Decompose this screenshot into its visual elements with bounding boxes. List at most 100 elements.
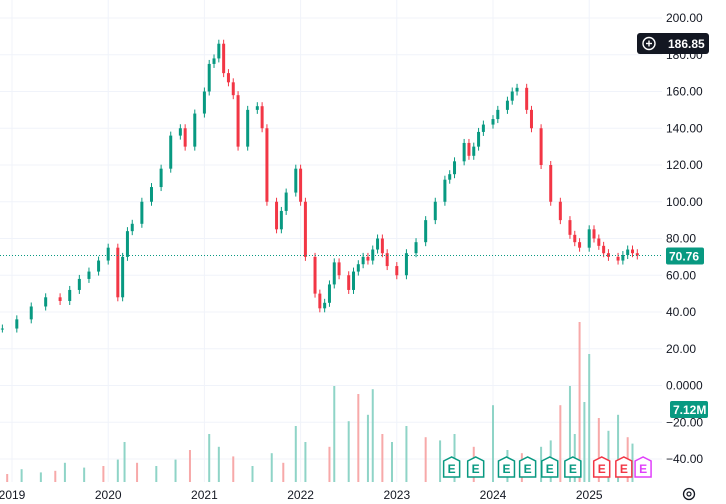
- candle-body: [323, 302, 327, 309]
- earnings-marker-label: E: [448, 462, 456, 476]
- candle-body: [448, 174, 452, 180]
- earnings-marker[interactable]: E: [592, 456, 611, 478]
- time-tick-label: 2025: [576, 488, 603, 502]
- price-tick-label: 160.00: [666, 85, 703, 99]
- grid: [0, 0, 662, 482]
- volume-bar: [559, 405, 562, 482]
- candle-body: [467, 142, 471, 156]
- candle-body: [443, 179, 447, 202]
- candle-body: [217, 43, 221, 59]
- earnings-marker[interactable]: E: [634, 456, 652, 478]
- volume-bar: [294, 426, 297, 482]
- earnings-marker[interactable]: E: [564, 456, 582, 478]
- volume-bar: [102, 466, 105, 482]
- volume-badge-bg: [670, 401, 708, 418]
- candle-body: [578, 242, 582, 248]
- earnings-marker-label: E: [546, 462, 554, 476]
- time-tick-label: 2019: [0, 488, 26, 502]
- candle-body: [573, 234, 577, 243]
- volume-bar: [188, 450, 191, 482]
- candle-body: [169, 135, 173, 169]
- earnings-marker[interactable]: E: [442, 456, 461, 478]
- candle-body: [121, 256, 125, 298]
- candle-body: [15, 319, 19, 329]
- earnings-marker-label: E: [524, 462, 532, 476]
- volume-bar: [174, 459, 177, 482]
- candle-body: [558, 201, 562, 221]
- candle-body: [202, 91, 206, 114]
- candle-body: [597, 238, 601, 246]
- candle-body: [226, 73, 230, 83]
- candle-body: [472, 146, 476, 156]
- candle-body: [77, 278, 81, 290]
- candle-body: [207, 63, 211, 92]
- candle-body: [356, 264, 360, 272]
- candle-body: [539, 128, 543, 165]
- candle-body: [318, 293, 322, 309]
- settings-icon[interactable]: [682, 487, 696, 501]
- candle-body: [529, 109, 533, 129]
- time-tick-label: 2022: [287, 488, 314, 502]
- volume-bar: [123, 442, 126, 482]
- earnings-marker-label: E: [472, 462, 480, 476]
- candle-body: [0, 328, 4, 330]
- candle-body: [352, 271, 356, 290]
- volume-bar: [371, 389, 374, 482]
- candle-body: [332, 262, 336, 285]
- candle-body: [265, 128, 269, 202]
- last-price-badge: 70.76: [666, 247, 704, 265]
- volume-bar: [282, 462, 285, 482]
- candle-body: [97, 260, 101, 272]
- candle-body: [313, 256, 317, 294]
- volume-bar: [424, 437, 427, 482]
- volume-bar: [607, 430, 610, 482]
- earnings-marker[interactable]: E: [615, 456, 633, 478]
- volume-bar: [333, 386, 336, 482]
- candle-body: [44, 297, 48, 307]
- candle-body: [347, 275, 351, 290]
- volume-bar: [54, 470, 57, 482]
- volume-bar: [381, 434, 384, 482]
- volume-bar: [390, 442, 393, 482]
- volume-bar: [304, 442, 307, 482]
- volume-label: 7.12M: [673, 403, 706, 417]
- candle-body: [222, 43, 226, 74]
- volume-bar: [357, 394, 360, 482]
- time-tick-label: 2021: [191, 488, 218, 502]
- earnings-marker[interactable]: E: [518, 456, 537, 478]
- price-tick-label: 40.00: [666, 305, 696, 319]
- candle-body: [630, 249, 634, 254]
- earnings-marker[interactable]: E: [466, 456, 485, 478]
- candle-body: [303, 201, 307, 257]
- candle-body: [193, 113, 197, 147]
- candle-body: [621, 255, 625, 261]
- candle-body: [246, 109, 250, 147]
- volume-bar: [217, 446, 220, 482]
- volume-bars: [6, 322, 634, 482]
- candle-body: [183, 128, 187, 147]
- earnings-marker-shape: [615, 456, 633, 478]
- volume-bar: [328, 446, 331, 482]
- candle-body: [602, 245, 606, 254]
- candle-body: [275, 201, 279, 230]
- volume-bar: [492, 405, 494, 482]
- volume-bar: [405, 426, 408, 482]
- candle-body: [231, 82, 235, 96]
- candle-body: [380, 238, 384, 254]
- time-tick-label: 2024: [480, 488, 507, 502]
- plus-circle-icon[interactable]: [642, 36, 656, 51]
- candle-body: [616, 256, 620, 261]
- price-tick-label: 0.0000: [666, 379, 703, 393]
- candle-body: [385, 253, 389, 267]
- volume-bar: [39, 472, 42, 482]
- earnings-marker[interactable]: E: [497, 456, 516, 478]
- price-tick-label: 80.00: [666, 232, 696, 246]
- crosshair-badge[interactable]: 186.85: [637, 33, 709, 54]
- crosshair-price-label: 186.85: [668, 37, 705, 51]
- volume-bar: [6, 474, 9, 482]
- volume-bar: [588, 354, 591, 482]
- volume-bar: [251, 466, 254, 482]
- candle-body: [404, 253, 408, 276]
- earnings-marker[interactable]: E: [541, 456, 559, 478]
